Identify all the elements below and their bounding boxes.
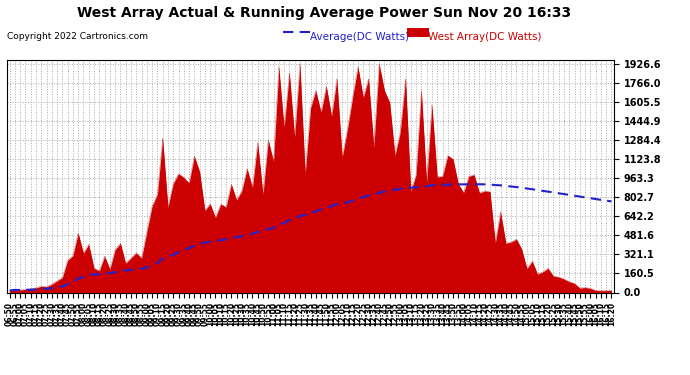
Text: Average(DC Watts): Average(DC Watts) xyxy=(310,32,410,42)
Text: West Array(DC Watts): West Array(DC Watts) xyxy=(428,32,541,42)
Text: West Array Actual & Running Average Power Sun Nov 20 16:33: West Array Actual & Running Average Powe… xyxy=(77,6,571,20)
Text: Copyright 2022 Cartronics.com: Copyright 2022 Cartronics.com xyxy=(7,32,148,41)
